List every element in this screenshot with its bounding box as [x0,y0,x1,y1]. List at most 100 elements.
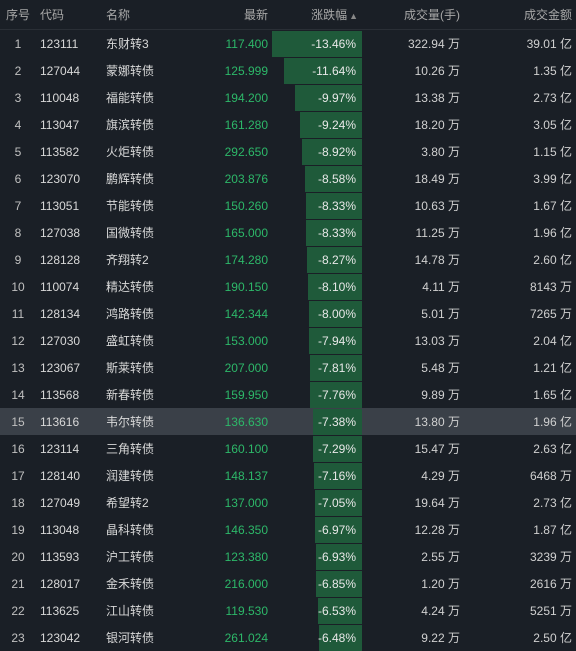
cell-code: 113616 [36,408,102,435]
header-name[interactable]: 名称 [102,0,188,30]
cell-code: 113048 [36,516,102,543]
header-vol[interactable]: 成交量(手) [362,0,464,30]
header-change-label: 涨跌幅 [311,8,347,22]
cell-code: 123111 [36,30,102,58]
table-row[interactable]: 17128140润建转债148.137-7.16%4.29 万6468 万 [0,462,576,489]
header-price[interactable]: 最新 [188,0,272,30]
cell-price: 142.344 [188,300,272,327]
cell-name: 江山转债 [102,597,188,624]
table-row[interactable]: 23123042银河转债261.024-6.48%9.22 万2.50 亿 [0,624,576,651]
cell-price: 216.000 [188,570,272,597]
cell-volume: 4.29 万 [362,462,464,489]
cell-name: 韦尔转债 [102,408,188,435]
cell-idx: 12 [0,327,36,354]
cell-amount: 2.73 亿 [464,489,576,516]
cell-code: 128128 [36,246,102,273]
cell-price: 136.630 [188,408,272,435]
cell-name: 齐翔转2 [102,246,188,273]
cell-idx: 14 [0,381,36,408]
table-row[interactable]: 1123111东财转3117.400-13.46%322.94 万39.01 亿 [0,30,576,58]
cell-code: 127030 [36,327,102,354]
cell-change: -7.16% [272,462,362,489]
cell-volume: 4.24 万 [362,597,464,624]
table-row[interactable]: 12127030盛虹转债153.000-7.94%13.03 万2.04 亿 [0,327,576,354]
cell-price: 261.024 [188,624,272,651]
header-change[interactable]: 涨跌幅▲ [272,0,362,30]
cell-volume: 9.22 万 [362,624,464,651]
sort-indicator-icon: ▲ [349,11,358,21]
cell-volume: 13.80 万 [362,408,464,435]
header-code[interactable]: 代码 [36,0,102,30]
cell-idx: 7 [0,192,36,219]
table-row[interactable]: 16123114三角转债160.100-7.29%15.47 万2.63 亿 [0,435,576,462]
cell-volume: 18.49 万 [362,165,464,192]
cell-idx: 10 [0,273,36,300]
cell-name: 旗滨转债 [102,111,188,138]
table-header: 序号 代码 名称 最新 涨跌幅▲ 成交量(手) 成交金额 [0,0,576,30]
cell-amount: 1.65 亿 [464,381,576,408]
cell-idx: 11 [0,300,36,327]
cell-amount: 3.99 亿 [464,165,576,192]
cell-volume: 322.94 万 [362,30,464,58]
cell-price: 123.380 [188,543,272,570]
cell-amount: 6468 万 [464,462,576,489]
cell-idx: 2 [0,57,36,84]
table-row[interactable]: 20113593沪工转债123.380-6.93%2.55 万3239 万 [0,543,576,570]
cell-amount: 1.96 亿 [464,408,576,435]
cell-price: 117.400 [188,30,272,58]
table-row[interactable]: 4113047旗滨转债161.280-9.24%18.20 万3.05 亿 [0,111,576,138]
cell-code: 113582 [36,138,102,165]
cell-code: 123114 [36,435,102,462]
table-row[interactable]: 13123067斯莱转债207.000-7.81%5.48 万1.21 亿 [0,354,576,381]
cell-volume: 9.89 万 [362,381,464,408]
cell-code: 128134 [36,300,102,327]
cell-amount: 1.67 亿 [464,192,576,219]
cell-change: -8.27% [272,246,362,273]
table-row[interactable]: 14113568新春转债159.950-7.76%9.89 万1.65 亿 [0,381,576,408]
table-row[interactable]: 6123070鹏辉转债203.876-8.58%18.49 万3.99 亿 [0,165,576,192]
cell-volume: 4.11 万 [362,273,464,300]
cell-name: 晶科转债 [102,516,188,543]
table-row[interactable]: 22113625江山转债119.530-6.53%4.24 万5251 万 [0,597,576,624]
table-row[interactable]: 8127038国微转债165.000-8.33%11.25 万1.96 亿 [0,219,576,246]
cell-change: -6.85% [272,570,362,597]
table-row[interactable]: 2127044蒙娜转债125.999-11.64%10.26 万1.35 亿 [0,57,576,84]
cell-volume: 1.20 万 [362,570,464,597]
cell-idx: 5 [0,138,36,165]
cell-idx: 1 [0,30,36,58]
table-row[interactable]: 21128017金禾转债216.000-6.85%1.20 万2616 万 [0,570,576,597]
cell-amount: 8143 万 [464,273,576,300]
table-row[interactable]: 15113616韦尔转债136.630-7.38%13.80 万1.96 亿 [0,408,576,435]
table-row[interactable]: 9128128齐翔转2174.280-8.27%14.78 万2.60 亿 [0,246,576,273]
cell-idx: 22 [0,597,36,624]
table-row[interactable]: 5113582火炬转债292.650-8.92%3.80 万1.15 亿 [0,138,576,165]
table-row[interactable]: 11128134鸿路转债142.344-8.00%5.01 万7265 万 [0,300,576,327]
cell-volume: 19.64 万 [362,489,464,516]
cell-price: 160.100 [188,435,272,462]
cell-amount: 1.15 亿 [464,138,576,165]
cell-change: -9.97% [272,84,362,111]
table-row[interactable]: 7113051节能转债150.260-8.33%10.63 万1.67 亿 [0,192,576,219]
cell-code: 110048 [36,84,102,111]
cell-name: 火炬转债 [102,138,188,165]
table-row[interactable]: 10110074精达转债190.150-8.10%4.11 万8143 万 [0,273,576,300]
header-idx[interactable]: 序号 [0,0,36,30]
cell-price: 292.650 [188,138,272,165]
cell-change: -7.94% [272,327,362,354]
table-row[interactable]: 19113048晶科转债146.350-6.97%12.28 万1.87 亿 [0,516,576,543]
table-row[interactable]: 3110048福能转债194.200-9.97%13.38 万2.73 亿 [0,84,576,111]
cell-amount: 3.05 亿 [464,111,576,138]
cell-change: -7.05% [272,489,362,516]
table-row[interactable]: 18127049希望转2137.000-7.05%19.64 万2.73 亿 [0,489,576,516]
cell-volume: 10.26 万 [362,57,464,84]
header-amt[interactable]: 成交金额 [464,0,576,30]
cell-amount: 1.96 亿 [464,219,576,246]
cell-volume: 12.28 万 [362,516,464,543]
cell-amount: 5251 万 [464,597,576,624]
cell-volume: 5.48 万 [362,354,464,381]
cell-amount: 3239 万 [464,543,576,570]
cell-code: 113568 [36,381,102,408]
cell-name: 鹏辉转债 [102,165,188,192]
cell-price: 207.000 [188,354,272,381]
cell-price: 190.150 [188,273,272,300]
